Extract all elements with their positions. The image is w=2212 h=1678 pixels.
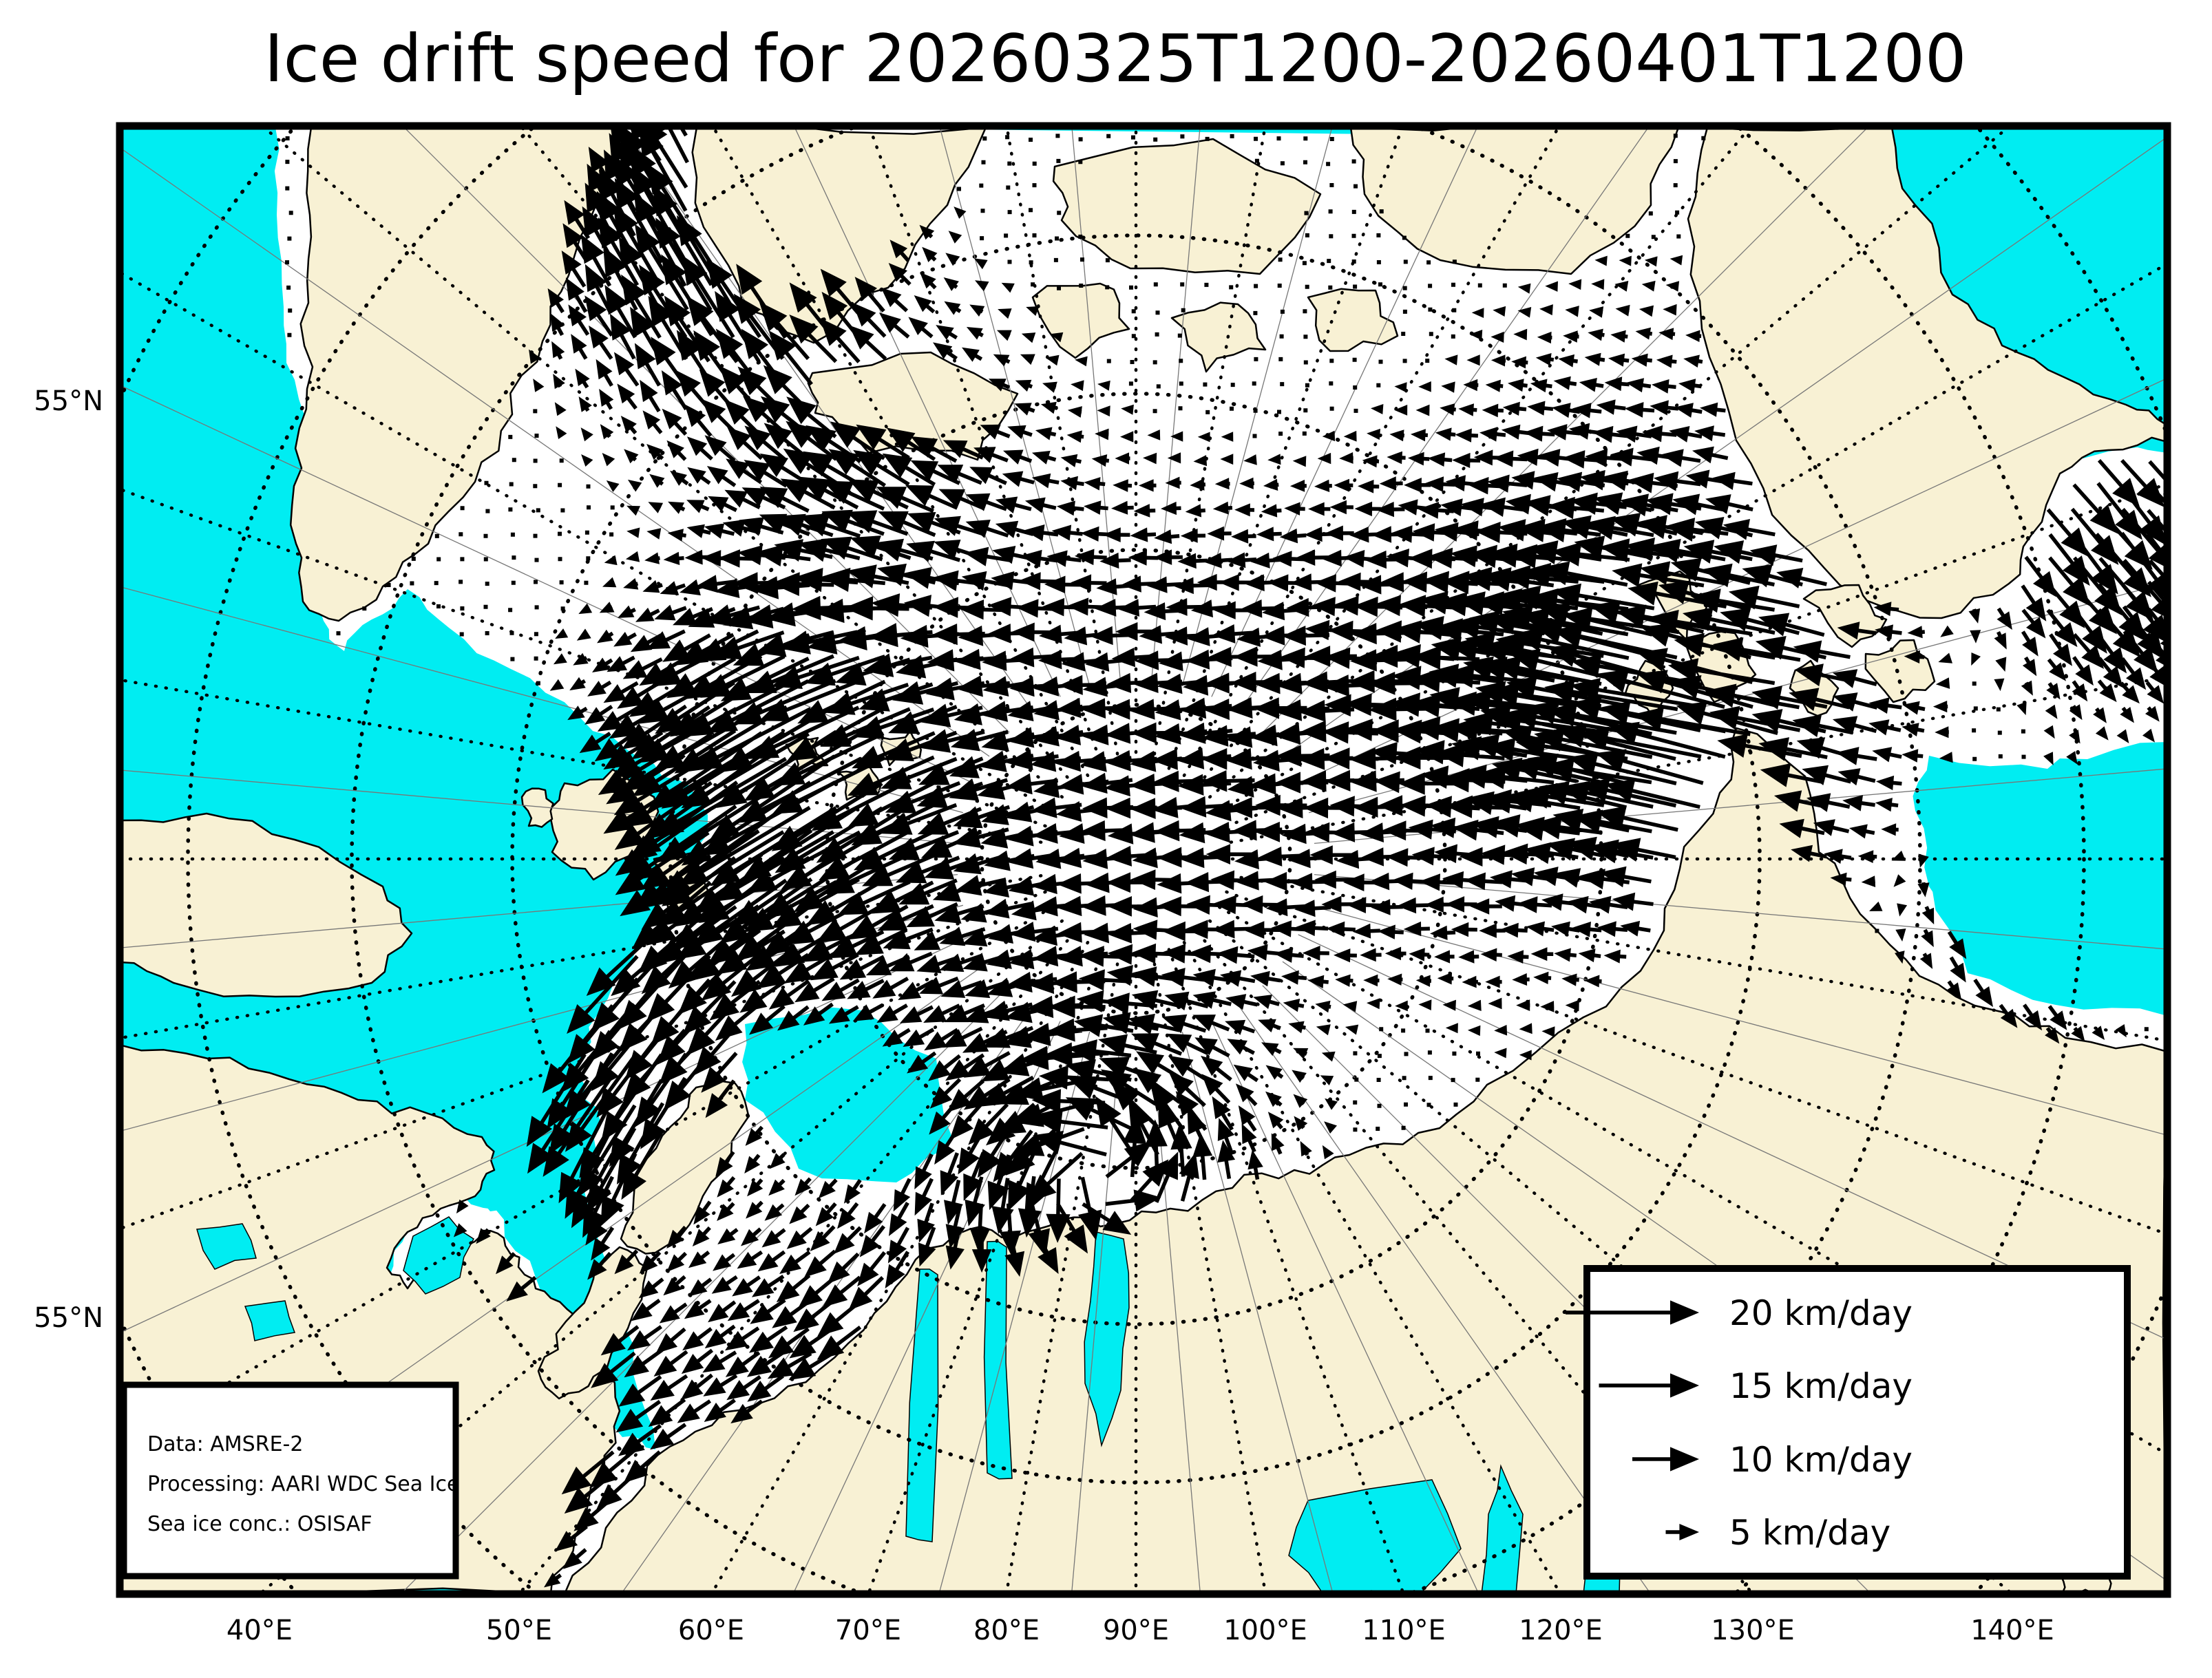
meridian-line-minor	[792, 1021, 1061, 1594]
lon-tick-label: 40°E	[227, 1615, 293, 1646]
legend-item: 5 km/day	[1665, 1513, 1890, 1553]
inland-water	[403, 1216, 474, 1295]
meridian-line	[120, 890, 1047, 1231]
meridian-line	[518, 126, 1076, 787]
inland-water	[1481, 1464, 1524, 1594]
meridian-line-minor	[1151, 1037, 1201, 1594]
data-attribution-box: Data: AMSRE-2 Processing: AARI WDC Sea I…	[120, 1381, 459, 1580]
inland-water-layer	[196, 1216, 1627, 1594]
meridian-line-minor	[120, 147, 990, 757]
info-line-conc: Sea ice conc.: OSISAF	[147, 1512, 372, 1536]
legend-item-label: 15 km/day	[1729, 1366, 1913, 1406]
meridian-line-minor	[1151, 126, 1201, 681]
meridian-line-minor	[1238, 1005, 1652, 1594]
legend-item: 10 km/day	[1632, 1440, 1913, 1480]
meridian-line	[1208, 126, 2012, 799]
meridian-line	[260, 126, 1064, 799]
land-mass	[691, 126, 987, 344]
vector-heads	[453, 126, 2167, 1588]
meridian-line-minor	[120, 934, 974, 1333]
meridian-line-minor	[1211, 1021, 1479, 1594]
meridian-line-minor	[1308, 904, 2167, 1136]
lon-tick-label: 60°E	[678, 1615, 744, 1646]
legend-box: 20 km/day 15 km/day 10 km/day 5 km/day	[1566, 1265, 2131, 1580]
latitude-circle	[186, 126, 2086, 1594]
meridian-line	[1196, 931, 1756, 1594]
legend-item: 15 km/day	[1599, 1366, 1913, 1406]
meridian-line-minor	[1262, 126, 1870, 733]
open-water-patch	[1895, 127, 2167, 418]
meridian-line	[1225, 890, 2167, 1236]
lon-tick-label: 70°E	[835, 1615, 901, 1646]
inland-water	[983, 1240, 1013, 1480]
open-water-patch	[1913, 756, 2167, 997]
lon-tick-label: 140°E	[1970, 1615, 2054, 1646]
meridian-line	[120, 874, 1043, 1040]
meridian-line	[516, 931, 1076, 1594]
lon-tick-label: 90°E	[1103, 1615, 1169, 1646]
meridian-line	[120, 270, 1055, 813]
meridian-line	[120, 678, 1043, 844]
inland-water	[905, 1268, 939, 1542]
legend-item-label: 20 km/day	[1729, 1293, 1913, 1333]
land-mass	[537, 1246, 649, 1400]
legend-item: 20 km/day	[1566, 1293, 1913, 1333]
lon-tick-label: 50°E	[486, 1615, 552, 1646]
land-mass	[1307, 288, 1399, 352]
meridian-line	[120, 487, 1047, 828]
lat-label-55n-lower: 55°N	[34, 1302, 103, 1334]
meridian-line-minor	[1071, 126, 1121, 681]
meridian-line-minor	[1298, 377, 2167, 784]
inland-water	[1084, 1231, 1130, 1447]
legend-item-label: 5 km/day	[1729, 1513, 1890, 1553]
map-title: Ice drift speed for 20260325T1200-202604…	[264, 21, 1967, 97]
land-mass	[289, 126, 625, 622]
land-mass	[1052, 138, 1322, 275]
lon-tick-label: 130°E	[1711, 1615, 1795, 1646]
meridian-line	[120, 905, 1055, 1447]
axis-labels: 55°N 55°N 40°E 50°E 60°E 70°E 80°E 90°E 100°E 1…	[34, 385, 2054, 1646]
land-mass	[1170, 301, 1267, 373]
lon-tick-label: 120°E	[1519, 1615, 1603, 1646]
lon-tick-label: 110°E	[1362, 1615, 1446, 1646]
latitude-circle	[668, 392, 1603, 1326]
land-mass	[1031, 282, 1130, 359]
meridian-line-minor	[793, 126, 1061, 697]
inland-water	[1288, 1479, 1462, 1594]
lon-tick-label: 80°E	[973, 1615, 1040, 1646]
meridian-line-minor	[1238, 126, 1650, 713]
meridian-line	[1225, 482, 2167, 828]
info-line-processing: Processing: AARI WDC Sea Ice	[147, 1472, 459, 1496]
meridian-line	[1229, 675, 2167, 844]
inland-water	[196, 1223, 257, 1270]
meridian-line	[1217, 262, 2167, 813]
land-mass	[1687, 126, 2167, 619]
meridian-line-minor	[1181, 1031, 1334, 1594]
meridian-line-minor	[1071, 1037, 1121, 1594]
info-line-data: Data: AMSRE-2	[147, 1432, 303, 1456]
open-water-patch	[742, 1007, 951, 1182]
legend-item-label: 10 km/day	[1729, 1440, 1913, 1480]
meridian-line-minor	[120, 385, 974, 784]
meridian-line-minor	[1181, 126, 1334, 687]
map-frame	[116, 122, 2171, 1598]
meridian-line-minor	[938, 1031, 1091, 1594]
meridian-line-minor	[1211, 126, 1479, 697]
inland-water	[244, 1300, 296, 1341]
lat-label-55n-upper: 55°N	[34, 385, 103, 417]
drift-vectors-layer	[285, 126, 2167, 1588]
land-mass	[807, 351, 1019, 461]
meridian-line	[1196, 126, 1753, 787]
meridian-line-minor	[620, 1005, 1034, 1594]
lon-tick-label: 100°E	[1223, 1615, 1307, 1646]
land-mass	[520, 787, 554, 828]
land-mass	[620, 1071, 750, 1255]
